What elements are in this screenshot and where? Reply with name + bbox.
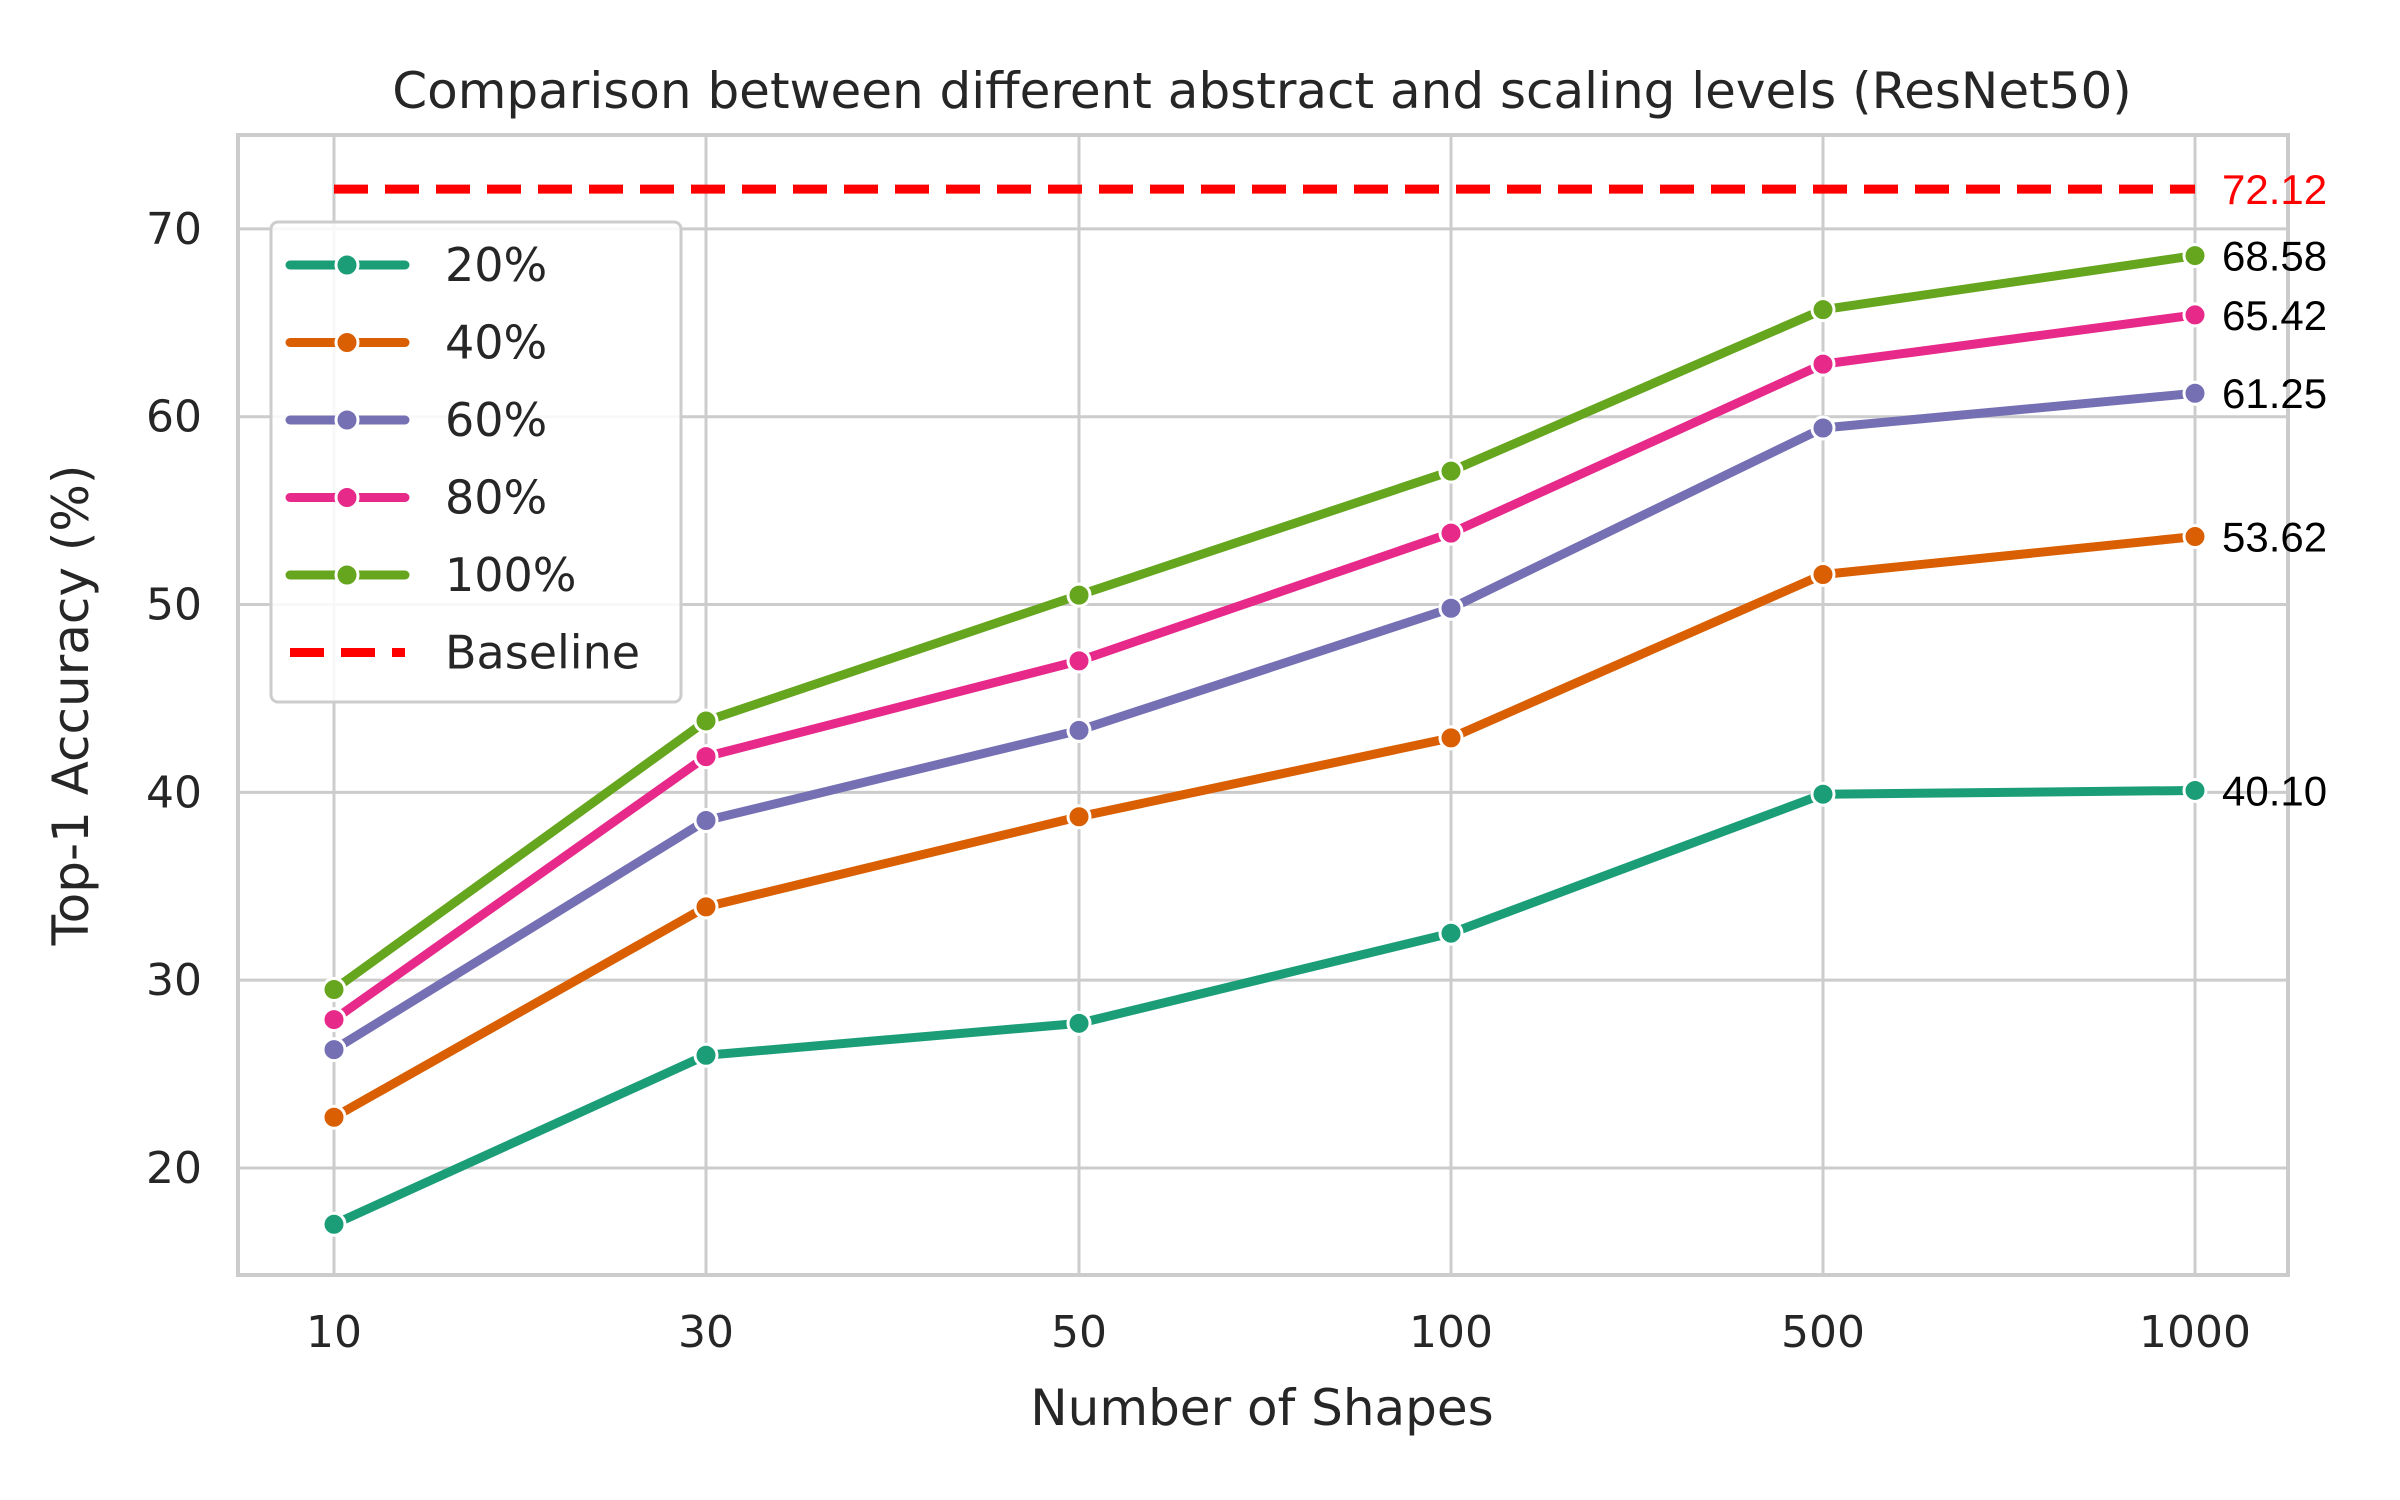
chart-title: Comparison between different abstract an…	[392, 62, 2132, 120]
data-point	[1810, 781, 1836, 807]
legend-label: 60%	[445, 393, 547, 447]
end-value-label: 40.10	[2222, 767, 2327, 814]
legend-swatch-marker	[334, 252, 360, 278]
legend-item: 80%	[285, 471, 547, 525]
y-tick-label: 70	[146, 204, 202, 255]
data-point	[2182, 777, 2208, 803]
data-point	[1810, 415, 1836, 441]
data-point	[1810, 351, 1836, 377]
x-tick-label: 50	[1051, 1307, 1107, 1358]
data-point	[1066, 582, 1092, 608]
legend-label: Baseline	[445, 626, 640, 680]
x-tick-label: 1000	[2139, 1307, 2251, 1358]
legend: 20% 40% 60% 80% 100% Baseline	[269, 220, 683, 704]
x-tick-label: 100	[1409, 1307, 1493, 1358]
series-60%	[321, 380, 2208, 1063]
data-point	[693, 744, 719, 770]
legend-label: 80%	[445, 471, 547, 525]
series-line	[329, 785, 2200, 1229]
data-point	[1066, 804, 1092, 830]
legend-label: 40%	[445, 316, 547, 370]
end-value-label: 65.42	[2222, 292, 2327, 339]
legend-item: 60%	[285, 393, 547, 447]
end-labels: 40.10 53.62 61.25 65.42 68.58 72.12	[2222, 166, 2327, 814]
data-point	[1810, 297, 1836, 323]
end-value-label: 53.62	[2222, 514, 2327, 561]
x-tick-label: 500	[1781, 1307, 1865, 1358]
data-point	[1066, 1010, 1092, 1036]
data-point	[2182, 243, 2208, 269]
data-point	[693, 894, 719, 920]
series-100%	[321, 243, 2208, 1003]
series-line	[329, 310, 2200, 1025]
data-point	[1066, 648, 1092, 674]
data-point	[2182, 524, 2208, 550]
y-tick-label: 60	[146, 392, 202, 443]
legend-item: Baseline	[290, 626, 640, 680]
data-point	[321, 1037, 347, 1063]
series-20%	[321, 777, 2208, 1237]
data-point	[2182, 302, 2208, 328]
data-point	[1810, 561, 1836, 587]
axes-frame	[236, 133, 2290, 1277]
data-point	[321, 1211, 347, 1237]
data-point	[693, 808, 719, 834]
series-line	[329, 388, 2200, 1055]
end-value-label: 68.58	[2222, 233, 2327, 280]
legend-swatch-marker	[334, 562, 360, 588]
legend-swatch-marker	[334, 485, 360, 510]
data-point	[1438, 458, 1464, 484]
x-tick-label: 10	[306, 1307, 362, 1358]
series-line	[329, 251, 2200, 995]
data-point	[1438, 725, 1464, 751]
data-point	[1438, 595, 1464, 621]
data-point	[1438, 920, 1464, 946]
data-point	[321, 1007, 347, 1033]
data-point	[693, 708, 719, 734]
legend-label: 100%	[445, 548, 577, 602]
data-point	[321, 977, 347, 1003]
data-point	[321, 1104, 347, 1130]
data-point	[693, 1042, 719, 1068]
y-tick-label: 30	[146, 955, 202, 1006]
y-tick-label: 20	[146, 1143, 202, 1194]
series-80%	[321, 302, 2208, 1033]
series-40%	[321, 524, 2208, 1130]
series-line	[329, 532, 2200, 1122]
data-point	[1066, 717, 1092, 743]
y-tick-label: 50	[146, 580, 202, 631]
baseline-value-label: 72.12	[2222, 166, 2327, 213]
y-axis-title: Top-1 Accuracy (%)	[42, 465, 100, 947]
tick-labels: 10 30 50 100 500 1000 20 30 40 50 60 70	[146, 204, 2251, 1358]
x-tick-label: 30	[678, 1307, 734, 1358]
data-point	[1438, 520, 1464, 546]
end-value-label: 61.25	[2222, 370, 2327, 417]
legend-swatch-marker	[334, 407, 360, 433]
x-axis-title: Number of Shapes	[1030, 1379, 1493, 1437]
data-point	[2182, 380, 2208, 406]
y-tick-label: 40	[146, 767, 202, 818]
legend-item: 100%	[285, 548, 577, 602]
legend-swatch-marker	[334, 330, 360, 355]
plot-frame	[236, 133, 2290, 1277]
series	[321, 243, 2208, 1237]
legend-item: 40%	[285, 316, 547, 370]
legend-item: 20%	[285, 238, 547, 292]
legend-label: 20%	[445, 238, 547, 292]
